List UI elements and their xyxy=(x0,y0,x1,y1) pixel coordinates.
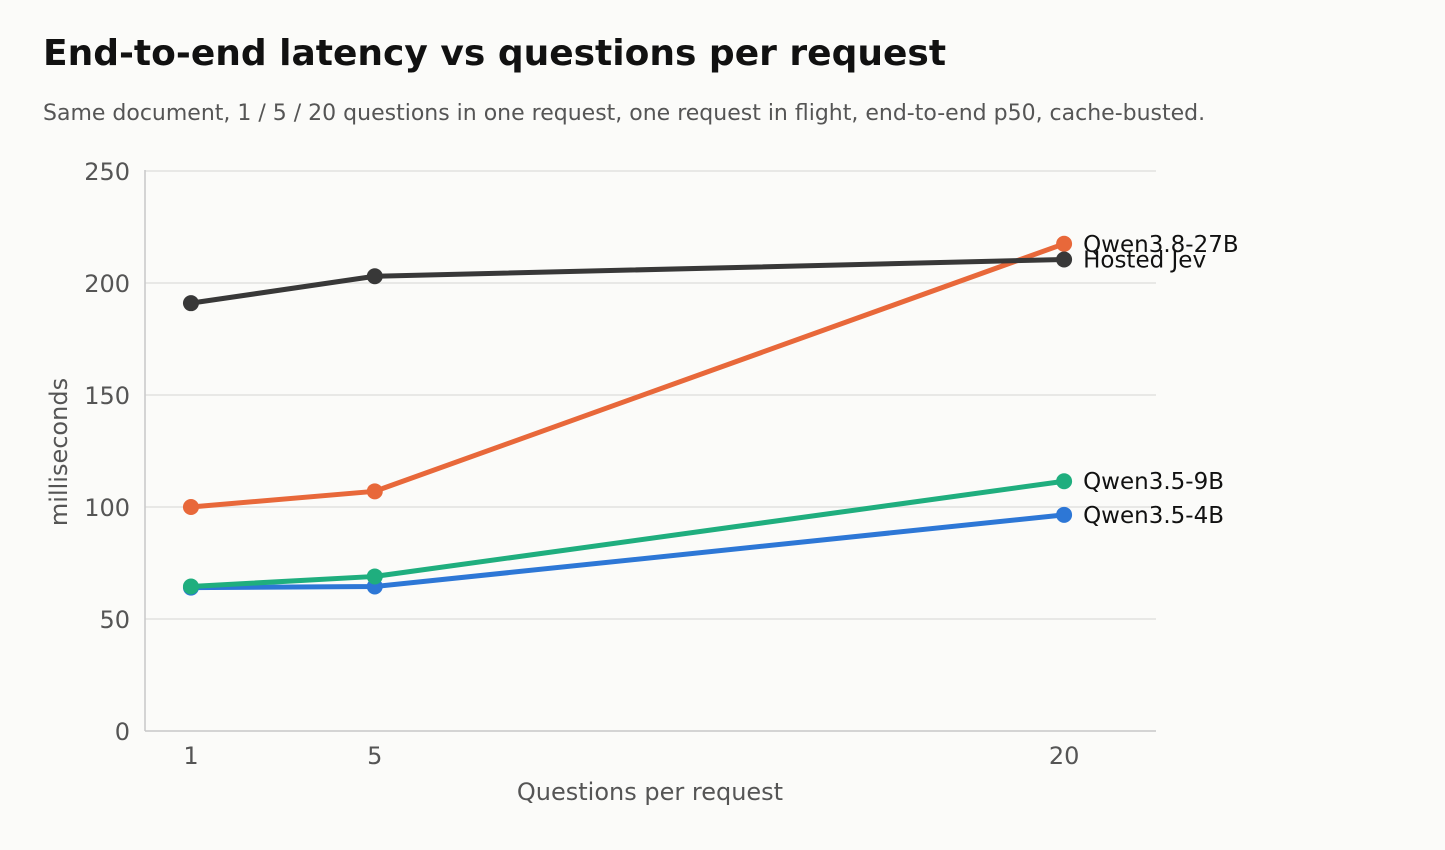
y-tick-label: 150 xyxy=(84,382,130,410)
series-Qwen3.5-9B xyxy=(182,473,1073,595)
x-tick-label: 1 xyxy=(183,742,198,770)
data-point xyxy=(366,483,383,500)
data-point xyxy=(366,268,383,285)
chart-title: End-to-end latency vs questions per requ… xyxy=(43,33,947,74)
y-tick-labels: 0 50 100 150 200 250 xyxy=(84,158,130,746)
data-point xyxy=(1056,473,1073,490)
series-Qwen3.5-4B xyxy=(182,506,1073,596)
y-tick-label: 250 xyxy=(84,158,130,186)
data-point xyxy=(366,568,383,585)
y-axis-title: milliseconds xyxy=(45,378,73,526)
y-tick-label: 0 xyxy=(115,718,130,746)
x-tick-label: 5 xyxy=(367,742,382,770)
series-label: Hosted Jev xyxy=(1083,247,1206,273)
y-tick-label: 200 xyxy=(84,270,130,298)
axes xyxy=(144,170,1156,732)
data-point xyxy=(1056,235,1073,252)
data-point xyxy=(182,295,199,312)
grid-lines xyxy=(145,170,1156,620)
y-tick-label: 50 xyxy=(99,606,130,634)
series-Qwen3.8-27B xyxy=(182,235,1073,515)
data-point xyxy=(1056,251,1073,268)
series-label: Qwen3.8-27B xyxy=(1083,232,1239,258)
x-tick-labels: 1 5 20 xyxy=(183,742,1079,770)
series-label: Qwen3.5-4B xyxy=(1083,503,1224,529)
x-axis-title: Questions per request xyxy=(517,778,783,806)
chart-subtitle: Same document, 1 / 5 / 20 questions in o… xyxy=(43,101,1206,126)
series-line xyxy=(188,512,1067,591)
data-point xyxy=(182,578,199,595)
series-line xyxy=(188,256,1067,306)
data-point xyxy=(1056,506,1073,523)
data-point xyxy=(182,499,199,515)
series-Hosted Jev xyxy=(182,251,1073,312)
series-label: Qwen3.5-9B xyxy=(1083,469,1224,495)
y-tick-label: 100 xyxy=(84,494,130,522)
x-tick-label: 20 xyxy=(1049,742,1080,770)
series-lines xyxy=(182,235,1073,596)
